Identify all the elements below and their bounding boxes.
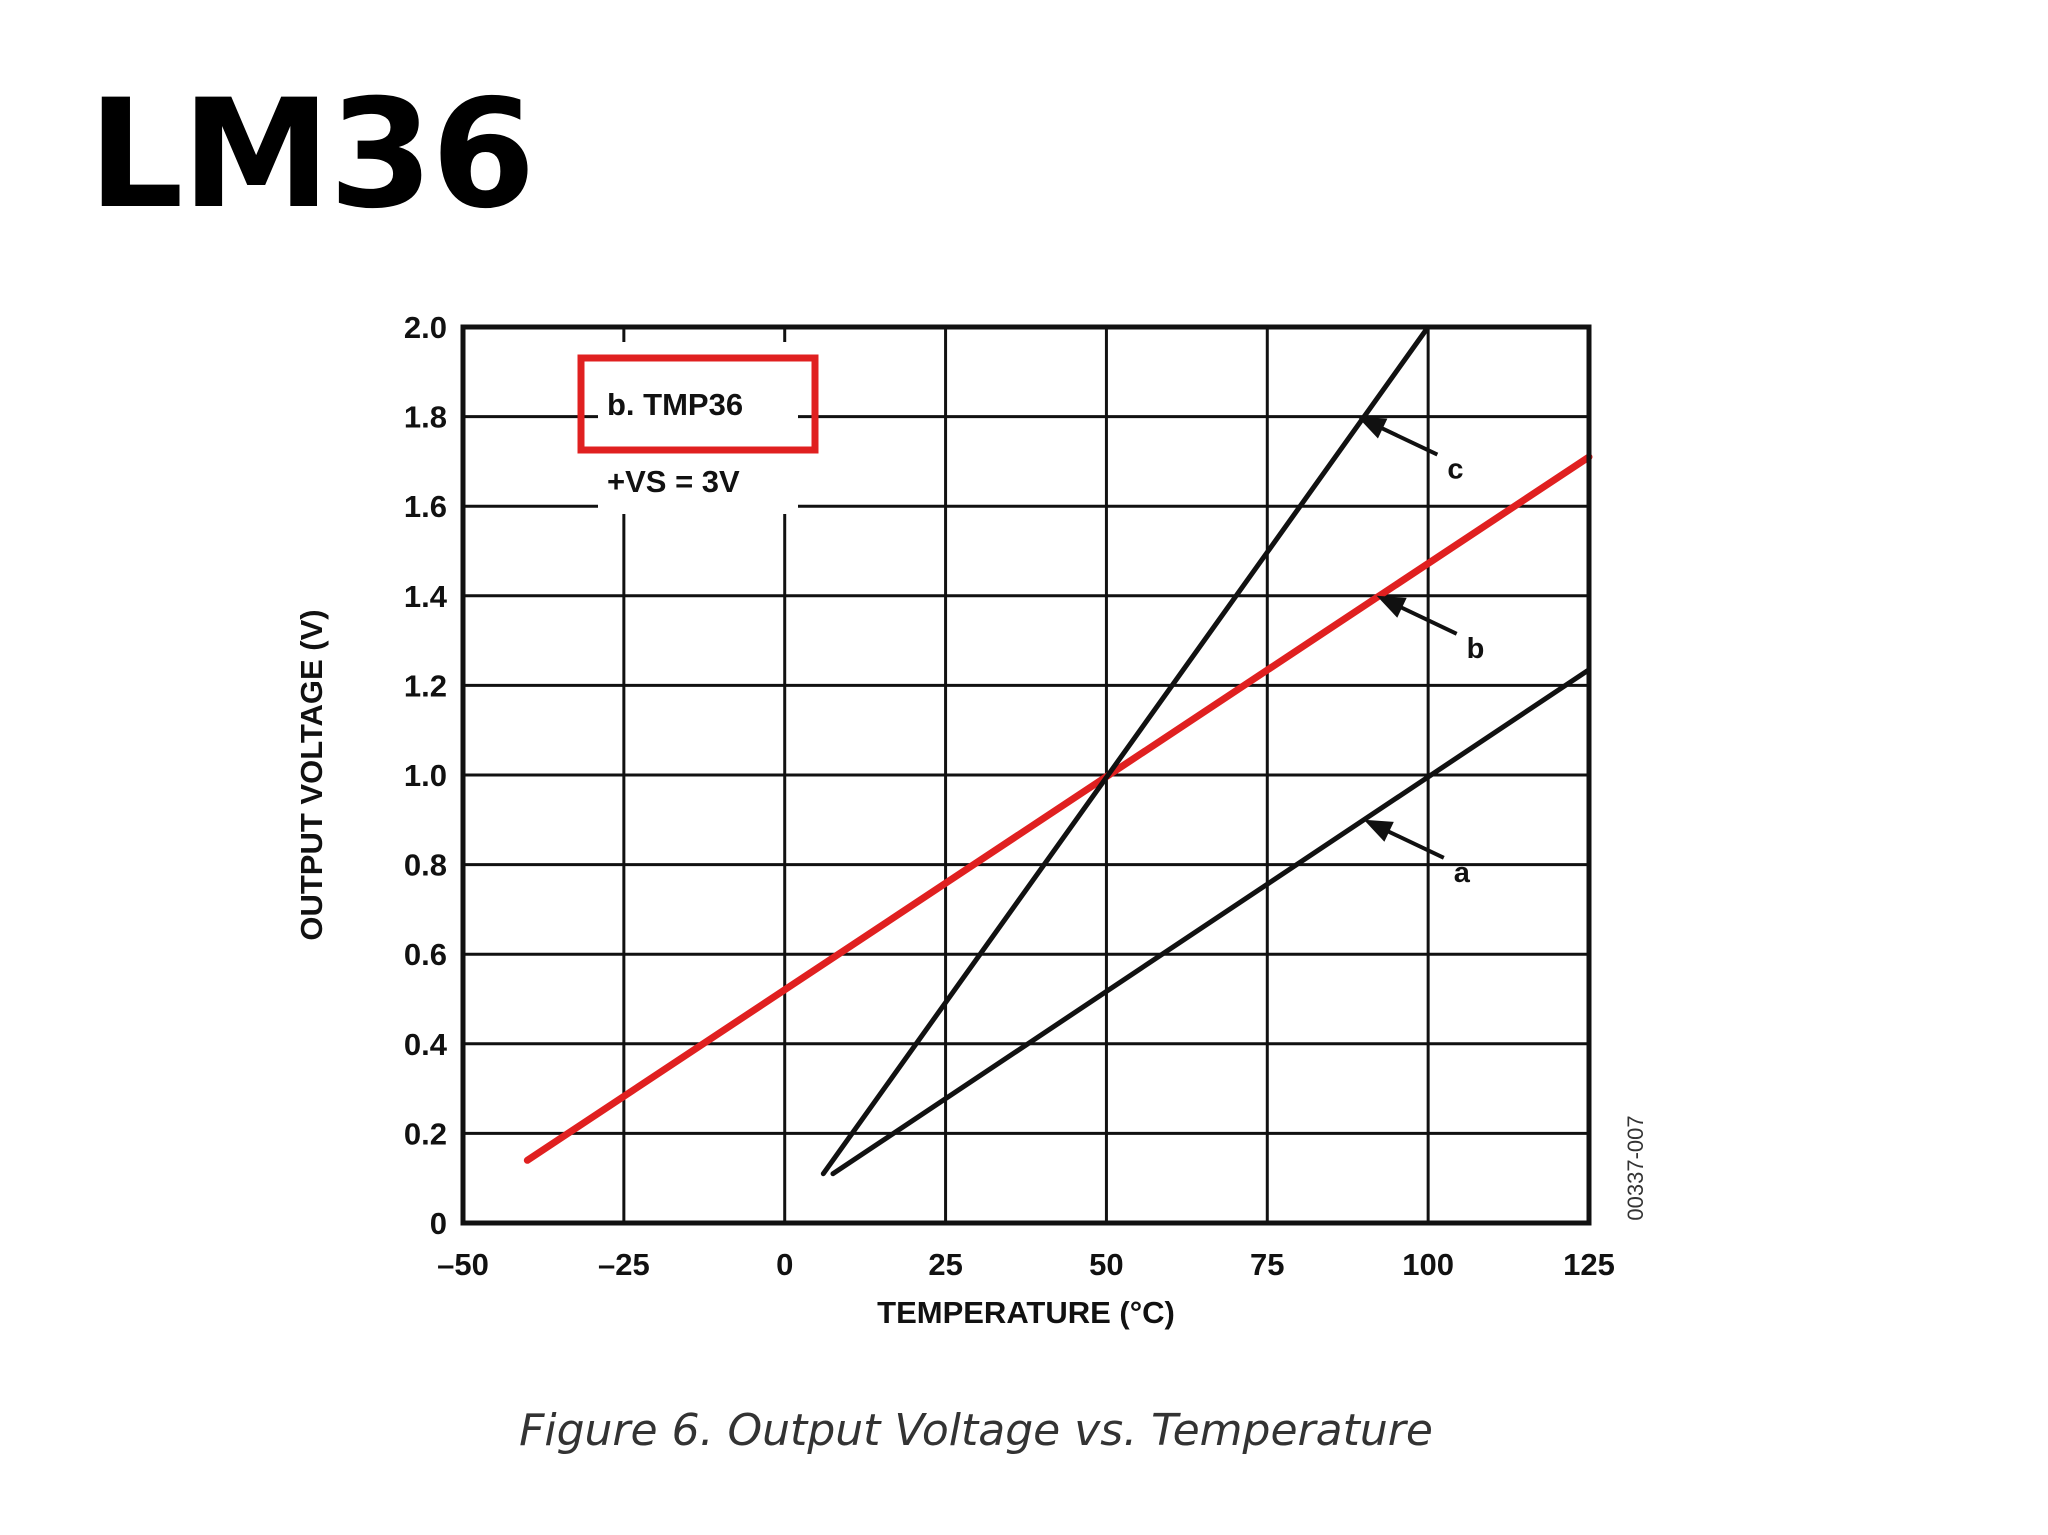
x-tick-label: –25 xyxy=(598,1247,650,1282)
x-axis-title: TEMPERATURE (°C) xyxy=(877,1295,1175,1330)
y-tick-label: 0.4 xyxy=(404,1027,448,1062)
callout-label-c: c xyxy=(1447,454,1463,486)
x-tick-label: 75 xyxy=(1250,1247,1284,1282)
legend-entry-supply: +VS = 3V xyxy=(607,464,740,499)
grid-lines xyxy=(463,327,1589,1223)
legend-background xyxy=(598,342,798,514)
legend-highlight-box xyxy=(577,354,819,454)
y-tick-label: 0.8 xyxy=(404,848,447,883)
y-tick-label: 2.0 xyxy=(404,310,447,345)
callout-arrowhead-b xyxy=(1376,595,1407,618)
legend-entry-tmp36: b. TMP36 xyxy=(607,387,743,422)
x-tick-label: 0 xyxy=(776,1247,793,1282)
x-tick-label: 25 xyxy=(928,1247,962,1282)
y-tick-label: 1.2 xyxy=(404,668,447,703)
y-tick-label: 0.6 xyxy=(404,937,447,972)
x-tick-label: 100 xyxy=(1402,1247,1454,1282)
x-tick-label: 50 xyxy=(1089,1247,1123,1282)
x-tick-label: –50 xyxy=(437,1247,489,1282)
tick-labels: –50 –25 0 25 50 75 100 125 0 0.2 0.4 0.6 0.8 1.0 1.2 1.… xyxy=(404,310,1615,1282)
callout-arrowhead-a xyxy=(1363,819,1394,842)
y-tick-label: 0 xyxy=(430,1206,447,1241)
callout-arrow-b xyxy=(1390,600,1458,636)
legend: b. TMP36 +VS = 3V xyxy=(577,342,819,514)
figure-code: 00337-007 xyxy=(1623,1115,1648,1220)
figure-caption: Figure 6. Output Voltage vs. Temperature xyxy=(519,1405,1433,1456)
y-tick-label: 0.2 xyxy=(404,1116,447,1151)
y-tick-label: 1.4 xyxy=(404,579,448,614)
x-tick-label: 125 xyxy=(1563,1247,1615,1282)
y-axis-title: OUTPUT VOLTAGE (V) xyxy=(294,609,329,940)
y-tick-label: 1.0 xyxy=(404,758,447,793)
callout-arrow-c xyxy=(1370,421,1439,457)
series-line-c xyxy=(820,324,1431,1177)
callout-label-a: a xyxy=(1454,857,1471,889)
series-line-b xyxy=(523,453,1593,1164)
callout-arrow-a xyxy=(1377,824,1445,860)
series-lines xyxy=(523,324,1593,1177)
series-line-a xyxy=(830,667,1592,1177)
callout-label-b: b xyxy=(1467,633,1485,665)
series-callouts: a b c xyxy=(1357,416,1485,889)
y-tick-label: 1.6 xyxy=(404,489,447,524)
slide-title: LM36 xyxy=(88,68,536,242)
plot-border xyxy=(460,324,1592,1226)
callout-arrowhead-c xyxy=(1357,416,1388,439)
y-tick-label: 1.8 xyxy=(404,400,447,435)
